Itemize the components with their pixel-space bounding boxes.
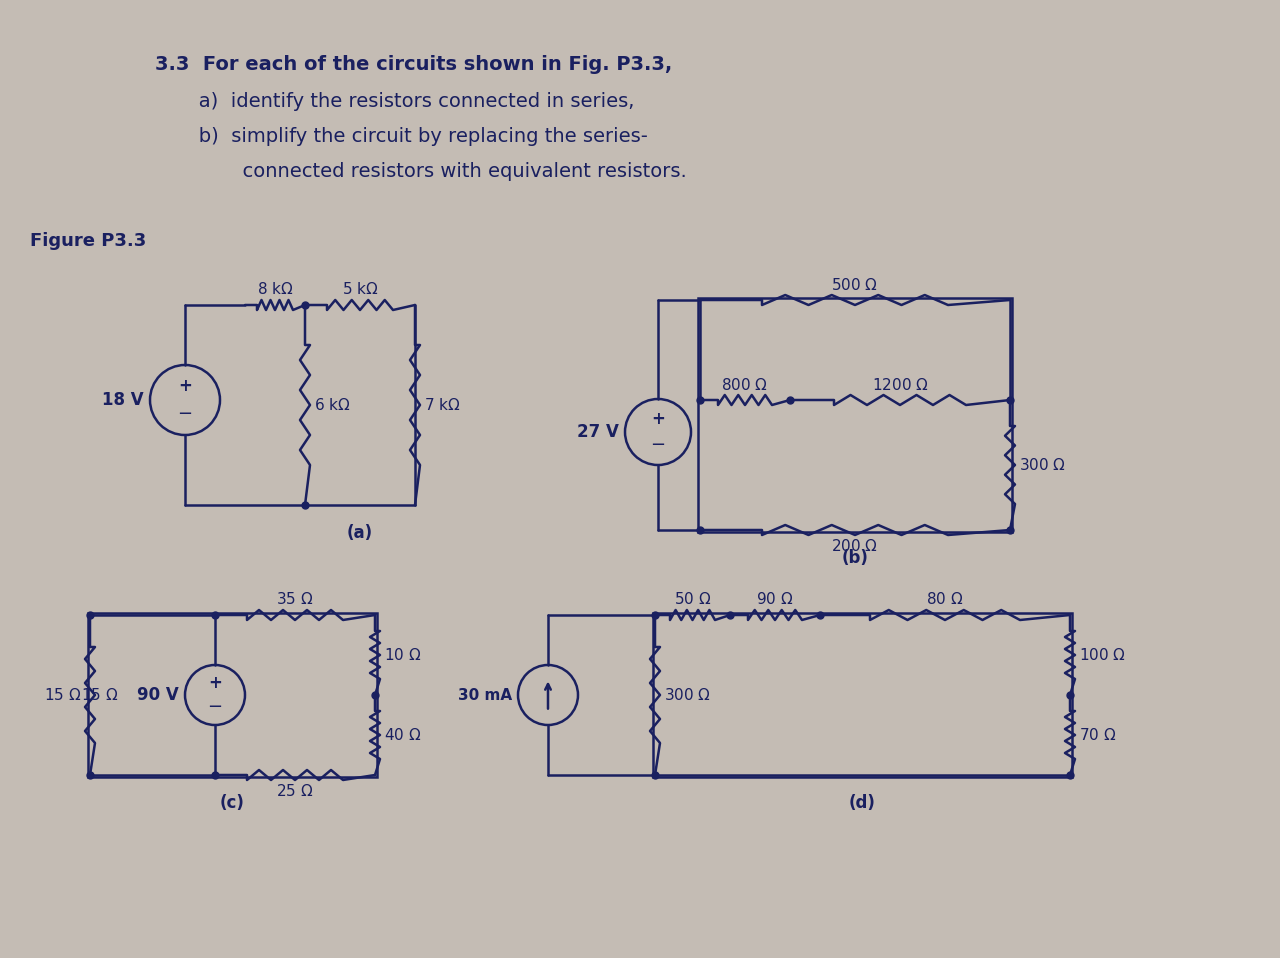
Text: connected resistors with equivalent resistors.: connected resistors with equivalent resi…: [155, 162, 687, 181]
Text: 500 $\Omega$: 500 $\Omega$: [832, 277, 878, 293]
Text: 25 $\Omega$: 25 $\Omega$: [276, 783, 314, 799]
Text: 18 V: 18 V: [102, 391, 143, 409]
Text: 90 V: 90 V: [137, 686, 179, 704]
Bar: [88, 613, 378, 777]
Text: +: +: [652, 410, 664, 428]
Text: −: −: [178, 405, 192, 423]
Text: (d): (d): [849, 794, 876, 812]
Text: 10 $\Omega$: 10 $\Omega$: [384, 647, 421, 663]
Text: 300 $\Omega$: 300 $\Omega$: [664, 687, 712, 703]
Text: 5 k$\Omega$: 5 k$\Omega$: [342, 281, 379, 297]
Text: (c): (c): [220, 794, 244, 812]
Bar: [653, 613, 1073, 777]
Text: a)  identify the resistors connected in series,: a) identify the resistors connected in s…: [155, 92, 635, 111]
Text: 50 $\Omega$: 50 $\Omega$: [673, 591, 712, 607]
Text: 3.3  For each of the circuits shown in Fig. P3.3,: 3.3 For each of the circuits shown in Fi…: [155, 55, 672, 74]
Bar: [698, 298, 1012, 532]
Text: +: +: [209, 674, 221, 692]
Text: 7 k$\Omega$: 7 k$\Omega$: [424, 397, 461, 413]
Text: 200 $\Omega$: 200 $\Omega$: [832, 538, 878, 554]
Text: −: −: [650, 436, 666, 454]
Text: 1200 $\Omega$: 1200 $\Omega$: [872, 377, 928, 393]
Text: −: −: [207, 698, 223, 716]
Text: 70 $\Omega$: 70 $\Omega$: [1079, 727, 1116, 743]
Text: 40 $\Omega$: 40 $\Omega$: [384, 727, 421, 743]
Text: Figure P3.3: Figure P3.3: [29, 232, 146, 250]
Text: 15 $\Omega$: 15 $\Omega$: [44, 687, 81, 703]
Text: 90 $\Omega$: 90 $\Omega$: [756, 591, 794, 607]
Text: 30 mA: 30 mA: [458, 688, 512, 702]
Text: 27 V: 27 V: [577, 423, 620, 441]
Text: 15 $\Omega$: 15 $\Omega$: [81, 687, 118, 703]
Text: 8 k$\Omega$: 8 k$\Omega$: [257, 281, 293, 297]
Text: 100 $\Omega$: 100 $\Omega$: [1079, 647, 1126, 663]
Text: +: +: [178, 377, 192, 395]
Text: 6 k$\Omega$: 6 k$\Omega$: [314, 397, 351, 413]
Text: b)  simplify the circuit by replacing the series-: b) simplify the circuit by replacing the…: [155, 127, 648, 146]
Text: 35 $\Omega$: 35 $\Omega$: [276, 591, 314, 607]
Text: 300 $\Omega$: 300 $\Omega$: [1019, 457, 1066, 473]
Text: 800 $\Omega$: 800 $\Omega$: [722, 377, 768, 393]
Text: 80 $\Omega$: 80 $\Omega$: [927, 591, 964, 607]
Text: (b): (b): [841, 549, 868, 567]
Text: (a): (a): [347, 524, 372, 542]
